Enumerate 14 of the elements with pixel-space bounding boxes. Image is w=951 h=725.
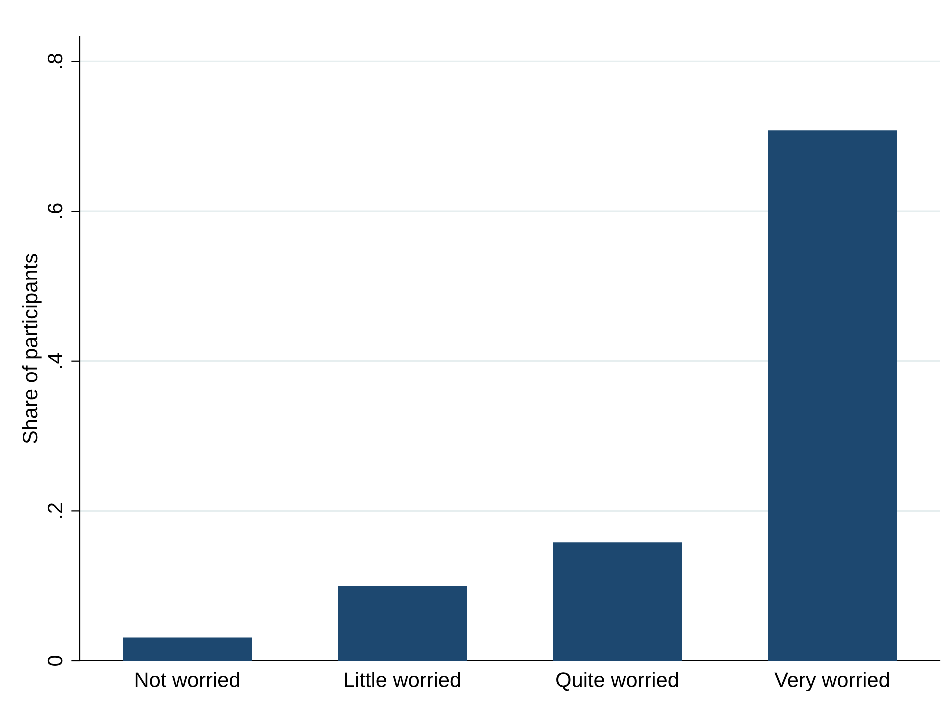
y-tick-label: .8 [48,54,63,69]
y-axis-title: Share of participants [22,254,42,444]
bar [768,130,897,661]
bar [338,586,467,661]
y-tick-label: .6 [48,204,63,218]
x-tick-label: Not worried [136,672,240,688]
y-tick-label: .4 [48,353,62,368]
bar [553,542,682,661]
y-tick-label: .2 [48,504,62,518]
y-tick-label: 0 [48,656,63,666]
bar [123,638,252,661]
x-tick-label: Little worried [345,672,460,688]
x-tick-label: Quite worried [556,672,678,692]
x-tick-label: Very worried [774,672,890,692]
